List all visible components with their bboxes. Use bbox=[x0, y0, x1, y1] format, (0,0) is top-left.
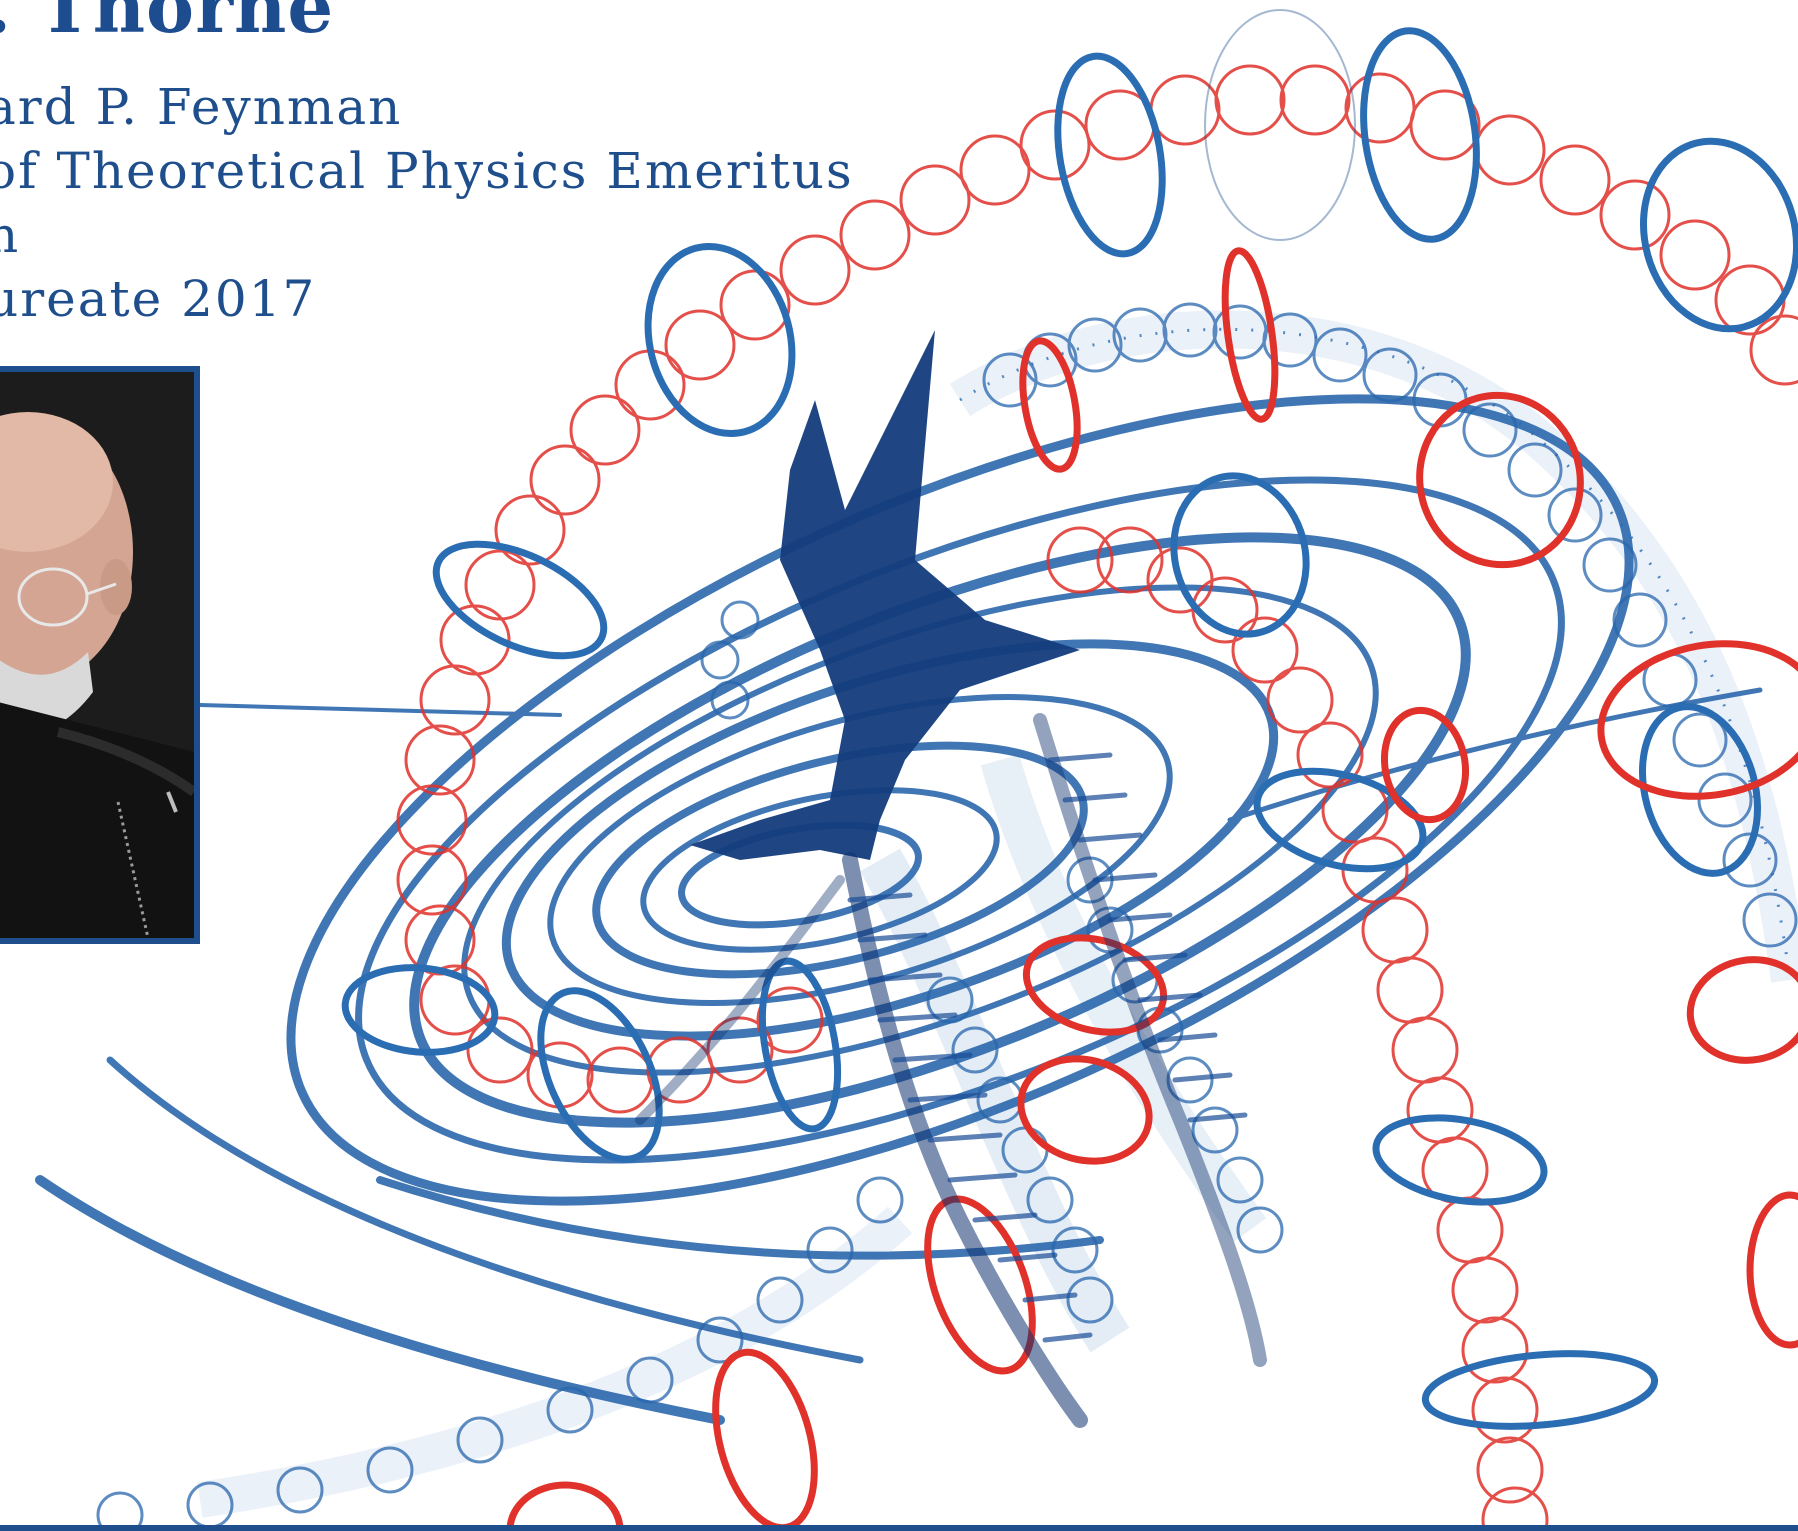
portrait-photo bbox=[0, 366, 200, 944]
subtitle-line-1: ard P. Feynman bbox=[0, 78, 403, 136]
blue-coil-loops bbox=[96, 302, 1798, 1531]
blue-rings bbox=[341, 27, 1798, 1430]
red-coil-column bbox=[1046, 526, 1549, 1531]
subtitle-line-3: n bbox=[0, 206, 21, 264]
bottom-rule bbox=[0, 1525, 1798, 1531]
vortex-funnels bbox=[635, 713, 1267, 1428]
central-vortex bbox=[690, 330, 1080, 860]
faint-ring bbox=[1204, 9, 1356, 241]
subtitle-line-4: ureate 2017 bbox=[0, 270, 317, 328]
subtitle-line-2: of Theoretical Physics Emeritus bbox=[0, 142, 854, 200]
funnel-hatching bbox=[847, 752, 1248, 1343]
poster-title: . Thorne bbox=[0, 0, 335, 49]
